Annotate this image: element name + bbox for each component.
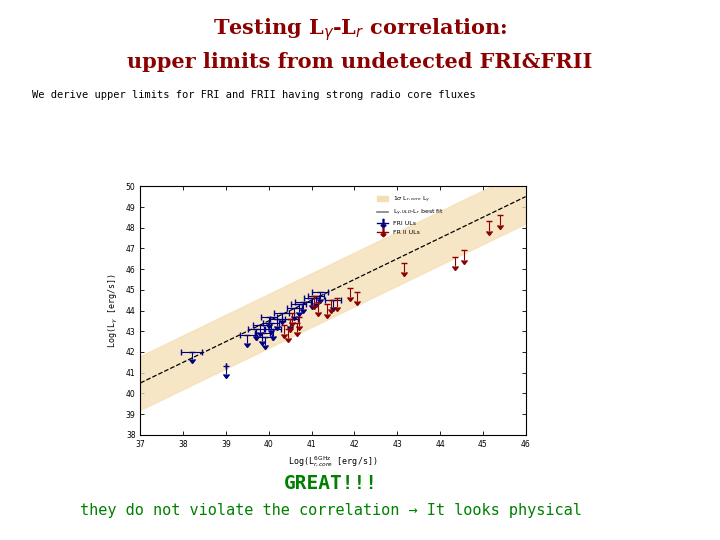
Legend: 1$\sigma$ L$_{r,core}$ L$_\gamma$, L$_{\gamma,ULD}$-L$_r$ best fit, FRI ULs, FR : 1$\sigma$ L$_{r,core}$ L$_\gamma$, L$_{\… xyxy=(374,192,447,238)
X-axis label: Log(L$^{\rm 6\,GHz}_{r,core}$ [erg/s]): Log(L$^{\rm 6\,GHz}_{r,core}$ [erg/s]) xyxy=(288,454,378,469)
Text: Testing L$_\gamma$-L$_r$ correlation:: Testing L$_\gamma$-L$_r$ correlation: xyxy=(212,16,508,43)
Text: upper limits from undetected FRI&FRII: upper limits from undetected FRI&FRII xyxy=(127,52,593,72)
Text: GREAT!!!: GREAT!!! xyxy=(284,474,378,493)
Text: they do not violate the correlation → It looks physical: they do not violate the correlation → It… xyxy=(80,503,582,518)
Text: We derive upper limits for FRI and FRII having strong radio core fluxes: We derive upper limits for FRI and FRII … xyxy=(32,90,476,99)
Y-axis label: Log(L$_\gamma$ [erg/s]): Log(L$_\gamma$ [erg/s]) xyxy=(107,273,120,348)
